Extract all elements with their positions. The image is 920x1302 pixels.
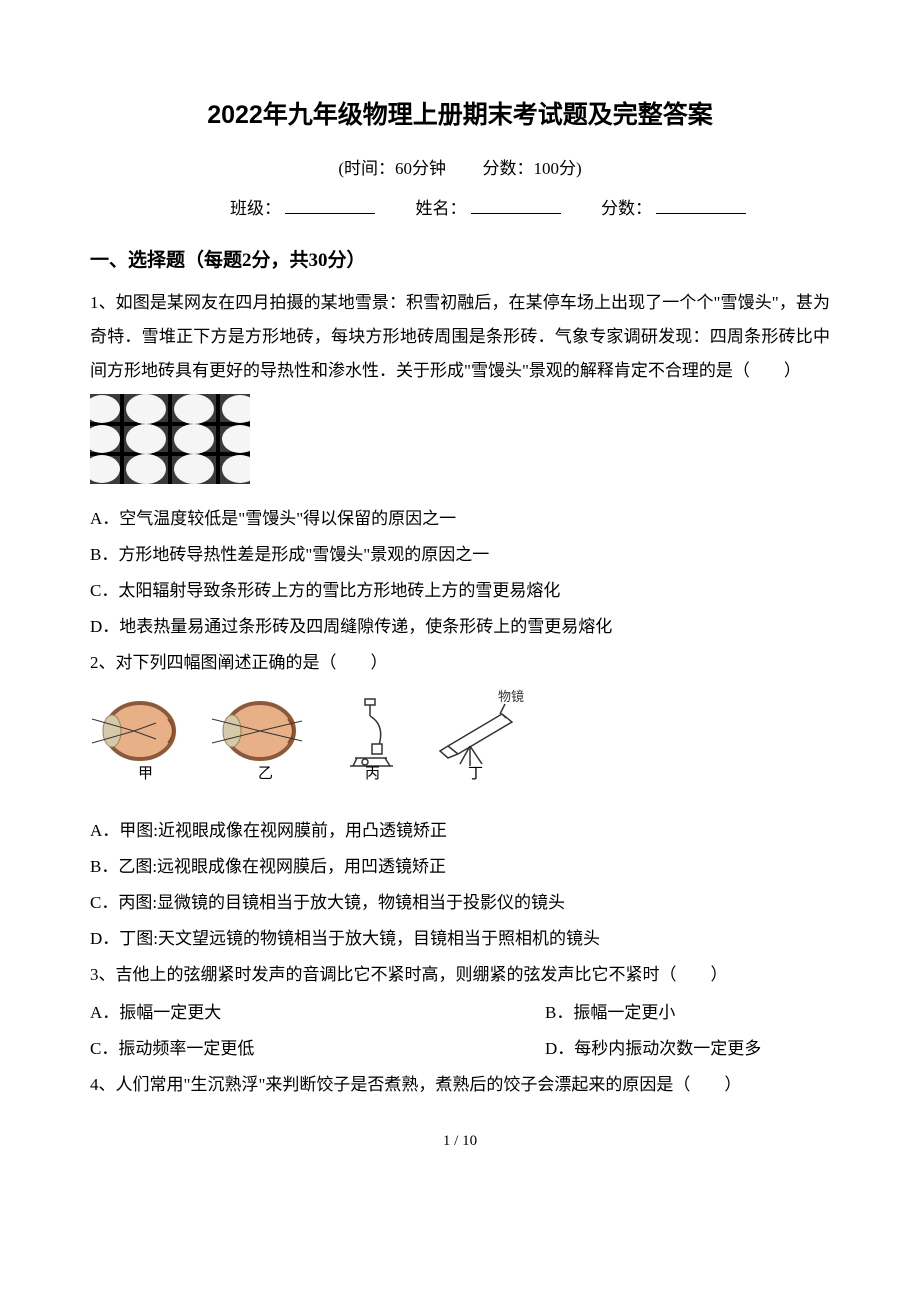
q2-option-b: B．乙图:远视眼成像在视网膜后，用凹透镜矫正 [90,850,830,884]
score-field-label: 分数： [601,199,652,218]
q3-option-d: D．每秒内振动次数一定更多 [375,1032,830,1066]
q4-stem: 4、人们常用"生沉熟浮"来判断饺子是否煮熟，煮熟后的饺子会漂起来的原因是（ ） [90,1068,830,1102]
q3-options-row-2: C．振动频率一定更低 D．每秒内振动次数一定更多 [90,1032,830,1066]
exam-subtitle: (时间：60分钟 分数：100分) [90,152,830,186]
name-label: 姓名： [416,199,467,218]
q2-option-d: D．丁图:天文望远镜的物镜相当于放大镜，目镜相当于照相机的镜头 [90,922,830,956]
q2-figure: 甲 乙 丙 物镜 [90,686,830,808]
q2-stem: 2、对下列四幅图阐述正确的是（ ） [90,646,830,680]
q1-figure [90,394,830,496]
q1-option-c: C．太阳辐射导致条形砖上方的雪比方形地砖上方的雪更易熔化 [90,574,830,608]
score-blank [656,197,746,214]
score-label: 分数：100分) [483,159,582,178]
time-label: (时间：60分钟 [338,159,446,178]
q1-option-a: A．空气温度较低是"雪馒头"得以保留的原因之一 [90,502,830,536]
q2-label-c: 丙 [365,766,380,782]
q3-option-b: B．振幅一定更小 [375,996,830,1030]
q1-option-d: D．地表热量易通过条形砖及四周缝隙传递，使条形砖上的雪更易熔化 [90,610,830,644]
student-info-line: 班级： 姓名： 分数： [90,192,830,226]
q2-label-d: 丁 [468,766,483,782]
name-blank [471,197,561,214]
q3-stem: 3、吉他上的弦绷紧时发声的音调比它不紧时高，则绷紧的弦发声比它不紧时（ ） [90,958,830,992]
class-blank [285,197,375,214]
q2-option-a: A．甲图:近视眼成像在视网膜前，用凸透镜矫正 [90,814,830,848]
q3-option-a: A．振幅一定更大 [90,996,375,1030]
q2-label-b: 乙 [258,766,273,782]
q3-options-row-1: A．振幅一定更大 B．振幅一定更小 [90,996,830,1030]
page-number: 1 / 10 [90,1126,830,1156]
q3-option-c: C．振动频率一定更低 [90,1032,375,1066]
q1-stem: 1、如图是某网友在四月拍摄的某地雪景：积雪初融后，在某停车场上出现了一个个"雪馒… [90,286,830,388]
q2-lens-label: 物镜 [498,689,524,704]
q2-label-a: 甲 [138,766,153,782]
q2-option-c: C．丙图:显微镜的目镜相当于放大镜，物镜相当于投影仪的镜头 [90,886,830,920]
class-label: 班级： [230,199,281,218]
section-1-heading: 一、选择题（每题2分，共30分） [90,242,830,280]
exam-title: 2022年九年级物理上册期末考试题及完整答案 [90,90,830,140]
q1-option-b: B．方形地砖导热性差是形成"雪馒头"景观的原因之一 [90,538,830,572]
